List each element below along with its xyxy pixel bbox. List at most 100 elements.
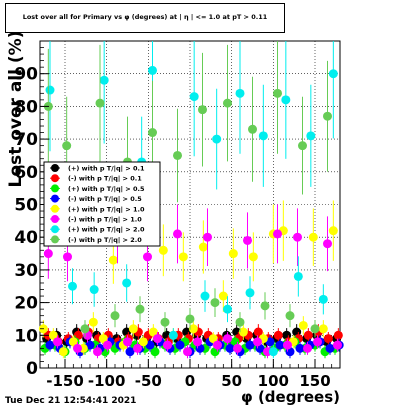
data-point (245, 288, 255, 298)
legend-label: (+) with p T/|q| > 0.1 (68, 165, 145, 174)
title-box: Lost over all for Primary vs φ (degrees)… (5, 3, 285, 33)
data-point (245, 340, 255, 350)
data-point (273, 229, 282, 239)
data-point (173, 229, 182, 239)
x-axis-label: φ (degrees) (241, 388, 340, 406)
data-point (265, 337, 275, 347)
data-point (223, 304, 232, 314)
data-point (45, 340, 55, 350)
data-point (163, 340, 172, 350)
data-point (93, 347, 102, 357)
data-point (213, 340, 222, 350)
data-point (148, 327, 158, 337)
data-point (210, 298, 220, 308)
data-point (325, 343, 335, 353)
y-tick-label: 60 (14, 163, 38, 183)
legend-label: (+) with p T/|q| > 1.0 (68, 205, 145, 214)
data-point (323, 111, 332, 121)
axes: -150 -100 -50 0 50 100 150 0 10 20 30 40 50 60 70 80 90 (14, 40, 341, 390)
data-point (328, 226, 338, 236)
data-point (238, 327, 248, 337)
data-point (173, 150, 182, 160)
data-point (168, 330, 178, 340)
timestamp: Tue Dec 21 12:54:41 2021 (5, 396, 137, 406)
data-point (313, 337, 322, 347)
x-tick-label: 50 (221, 372, 242, 390)
data-point (328, 69, 338, 79)
data-point (45, 85, 55, 95)
data-point (225, 343, 235, 353)
data-point (198, 105, 207, 115)
legend-marker (51, 204, 59, 213)
data-point (89, 285, 99, 295)
data-point (123, 337, 132, 347)
legend-marker (51, 225, 59, 234)
data-point (95, 98, 105, 108)
data-point (318, 294, 328, 304)
data-point (138, 337, 148, 347)
legend-label: (-) with p T/|q| > 2.0 (68, 236, 142, 245)
data-point (253, 337, 262, 347)
data-point (323, 334, 333, 344)
data-point (218, 291, 228, 301)
data-point (235, 317, 245, 327)
data-point (63, 252, 72, 262)
y-tick-label: 10 (14, 326, 38, 346)
legend-marker (51, 174, 59, 183)
data-point (122, 278, 132, 288)
data-points (38, 41, 344, 359)
data-point (333, 340, 342, 350)
data-point (62, 141, 72, 151)
data-point (248, 252, 258, 262)
data-point (260, 301, 270, 311)
data-point (306, 131, 316, 141)
data-point (73, 343, 82, 353)
data-point (223, 334, 232, 344)
data-point (125, 347, 135, 357)
data-point (310, 324, 320, 334)
data-point (185, 314, 195, 324)
data-point (258, 131, 268, 141)
data-point (298, 320, 308, 330)
data-point (158, 245, 168, 255)
data-point (243, 235, 252, 245)
data-point (283, 340, 292, 350)
data-point (153, 334, 162, 344)
data-point (275, 340, 285, 350)
chart-title: Lost over all for Primary vs φ (degrees)… (22, 13, 268, 21)
legend-label: (+) with p T/|q| > 2.0 (68, 226, 145, 235)
data-point (333, 330, 343, 340)
data-point (200, 291, 210, 301)
data-point (135, 304, 145, 314)
data-point (285, 311, 295, 321)
data-point (58, 347, 68, 357)
data-point (178, 252, 188, 262)
data-point (48, 330, 58, 340)
legend-label: (-) with p T/|q| > 1.0 (68, 216, 142, 225)
legend-marker (51, 164, 59, 172)
data-point (160, 317, 170, 327)
data-point (188, 324, 198, 334)
data-point (273, 330, 283, 340)
x-tick-label: -150 (46, 372, 84, 390)
legend: (+) with p T/|q| > 0.1 (-) with p T/|q| >… (43, 161, 161, 247)
legend-marker (51, 194, 59, 203)
data-point (273, 88, 282, 98)
data-point (233, 343, 242, 353)
data-point (293, 232, 302, 242)
data-point (110, 311, 120, 321)
data-point (85, 340, 95, 350)
data-point (103, 340, 112, 350)
y-tick-label: 90 (14, 65, 38, 85)
data-point (212, 134, 222, 144)
legend-marker (51, 235, 59, 244)
data-point (189, 92, 199, 102)
data-point (43, 249, 53, 259)
data-point (228, 249, 238, 259)
data-point (253, 327, 263, 337)
data-point (150, 347, 160, 357)
data-point (148, 65, 157, 75)
data-point (298, 141, 307, 151)
data-point (128, 324, 138, 334)
data-point (295, 343, 305, 353)
